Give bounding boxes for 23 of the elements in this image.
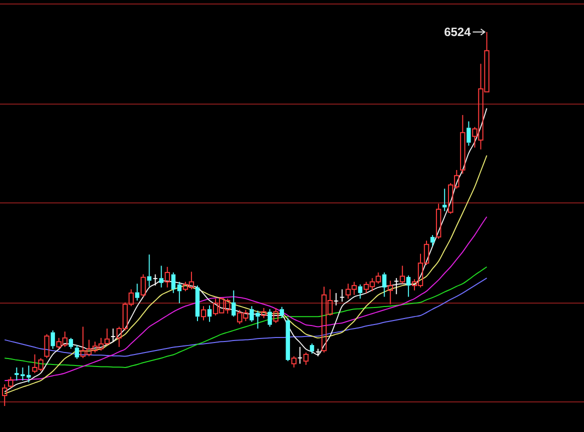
candlestick <box>171 272 176 294</box>
candlestick <box>382 272 386 298</box>
candlestick <box>159 265 164 288</box>
annotation: 6524 <box>444 25 472 39</box>
candlestick <box>135 283 140 302</box>
candlestick <box>232 290 236 318</box>
candlestick <box>50 330 55 350</box>
candlestick <box>466 120 471 146</box>
candlestick <box>406 274 411 298</box>
candlestick <box>358 284 362 300</box>
candlestick <box>164 266 170 288</box>
candlestick <box>430 234 435 247</box>
candlestick <box>207 304 212 322</box>
candlestick <box>286 318 290 362</box>
candlestick <box>200 306 206 321</box>
candlestick <box>147 254 152 288</box>
candlestick <box>442 188 447 212</box>
candlestick <box>394 278 398 295</box>
candlestick <box>177 281 182 304</box>
candlestick <box>195 285 200 322</box>
candlestick <box>74 344 80 360</box>
candlestick <box>388 280 393 305</box>
candlestick <box>68 337 74 350</box>
